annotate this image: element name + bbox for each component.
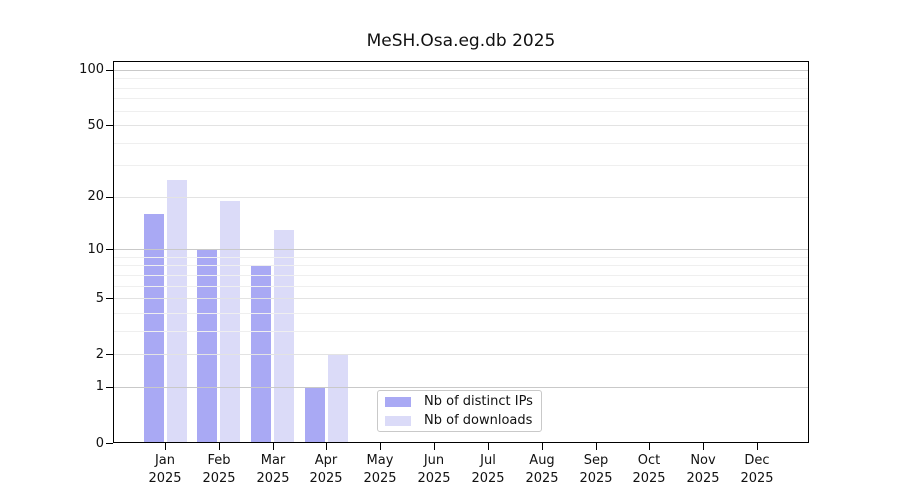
- x-tick: [380, 443, 381, 450]
- x-tick: [273, 443, 274, 450]
- y-tick-label: 2: [95, 347, 104, 362]
- y-tick: [106, 443, 113, 444]
- y-tick-label: 1: [95, 379, 104, 394]
- legend-label-distinct-ips: Nb of distinct IPs: [424, 394, 533, 409]
- x-tick-label: Jun 2025: [417, 453, 451, 486]
- x-tick-label: Oct 2025: [632, 453, 666, 486]
- y-tick-label: 20: [87, 189, 104, 204]
- gridline: [114, 257, 808, 258]
- legend: Nb of distinct IPs Nb of downloads: [377, 390, 542, 432]
- gridline: [114, 165, 808, 166]
- bar-distinct-ips: [197, 249, 217, 442]
- gridline: [114, 354, 808, 355]
- x-tick: [542, 443, 543, 450]
- y-tick: [106, 354, 113, 355]
- gridline: [114, 70, 808, 71]
- bar-distinct-ips: [144, 214, 164, 442]
- x-tick: [488, 443, 489, 450]
- legend-item-distinct-ips: Nb of distinct IPs: [385, 394, 541, 409]
- x-tick-label: Nov 2025: [686, 453, 720, 486]
- gridline: [114, 265, 808, 266]
- bar-distinct-ips: [251, 265, 271, 442]
- x-tick: [596, 443, 597, 450]
- gridline: [114, 331, 808, 332]
- y-tick: [106, 125, 113, 126]
- x-tick-label: Mar 2025: [256, 453, 290, 486]
- gridline: [114, 313, 808, 314]
- bar-distinct-ips: [305, 387, 325, 442]
- x-tick: [649, 443, 650, 450]
- legend-swatch-distinct-ips: [385, 396, 411, 407]
- bar-downloads: [167, 180, 187, 442]
- gridline: [114, 98, 808, 99]
- legend-item-downloads: Nb of downloads: [385, 413, 541, 428]
- x-tick-label: Feb 2025: [202, 453, 236, 486]
- y-tick: [106, 197, 113, 198]
- gridline: [114, 111, 808, 112]
- legend-label-downloads: Nb of downloads: [424, 413, 533, 428]
- gridline: [114, 275, 808, 276]
- x-tick: [703, 443, 704, 450]
- x-tick-label: Jul 2025: [471, 453, 505, 486]
- gridline: [114, 88, 808, 89]
- y-tick: [106, 387, 113, 388]
- gridline: [114, 249, 808, 250]
- y-tick: [106, 298, 113, 299]
- y-tick-label: 0: [95, 436, 104, 451]
- x-tick-label: May 2025: [363, 453, 397, 486]
- x-tick: [326, 443, 327, 450]
- x-tick-label: Dec 2025: [740, 453, 774, 486]
- x-tick-label: Apr 2025: [309, 453, 343, 486]
- gridline: [114, 78, 808, 79]
- gridline: [114, 286, 808, 287]
- bar-downloads: [328, 354, 348, 442]
- y-tick: [106, 249, 113, 250]
- y-tick-label: 10: [87, 242, 104, 257]
- x-tick-label: Aug 2025: [525, 453, 559, 486]
- x-tick: [165, 443, 166, 450]
- gridline: [114, 387, 808, 388]
- y-tick-label: 100: [79, 62, 104, 77]
- gridline: [114, 143, 808, 144]
- y-tick-label: 50: [87, 118, 104, 133]
- y-tick: [106, 70, 113, 71]
- x-tick-label: Jan 2025: [148, 453, 182, 486]
- y-tick-label: 5: [95, 291, 104, 306]
- legend-swatch-downloads: [385, 415, 411, 426]
- gridline: [114, 197, 808, 198]
- x-tick: [434, 443, 435, 450]
- chart-title: MeSH.Osa.eg.db 2025: [366, 31, 556, 51]
- gridline: [114, 125, 808, 126]
- bar-downloads: [274, 230, 294, 442]
- x-tick: [757, 443, 758, 450]
- gridline: [114, 298, 808, 299]
- bar-downloads: [220, 201, 240, 442]
- x-tick-label: Sep 2025: [579, 453, 613, 486]
- x-tick: [219, 443, 220, 450]
- plot-area: [113, 61, 809, 443]
